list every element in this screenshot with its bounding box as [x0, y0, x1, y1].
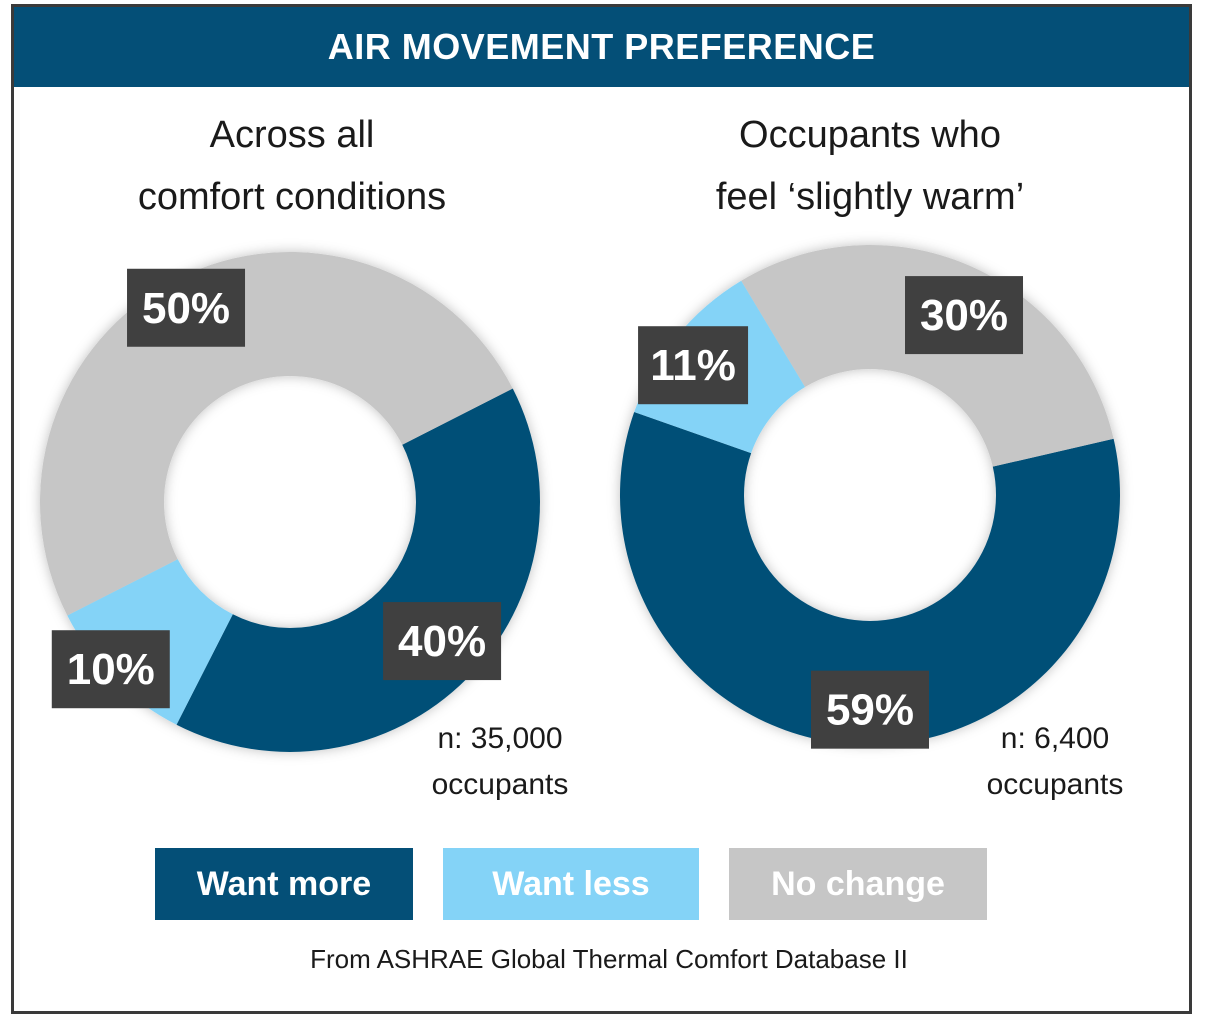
legend-want-less-label: Want less: [492, 864, 650, 903]
donut-1-label-no-change: 50%: [127, 268, 246, 347]
chart-2-sample-size-line-2: occupants: [986, 768, 1124, 801]
donut-2-slice-want-more: [620, 411, 1120, 746]
donut-2-label-want-more: 59%: [810, 670, 929, 749]
page-title: AIR MOVEMENT PREFERENCE: [14, 7, 1189, 87]
donut-2-label-no-change: 30%: [905, 276, 1024, 355]
donut-2-label-box-no-change: [905, 276, 1024, 355]
legend-want-more: Want more: [155, 848, 413, 920]
donut-2-label-text-want-less: 11%: [650, 341, 736, 390]
chart-1-title-line-1: Across all: [209, 114, 375, 156]
donut-2-label-box-want-less: [638, 326, 749, 405]
donut-chart-all-conditions: 40% 10% 50%: [40, 252, 540, 752]
donut-1-label-want-less: 10%: [51, 630, 170, 709]
chart-1-sample-size: n: 35,000 occupants: [400, 716, 600, 808]
chart-1-sample-size-line-1: n: 35,000: [437, 722, 563, 755]
donut-1-label-text-want-more: 40%: [398, 617, 486, 666]
donut-2-label-text-no-change: 30%: [920, 291, 1008, 340]
infographic-frame: AIR MOVEMENT PREFERENCE: [11, 4, 1192, 1014]
donut-1-label-box-no-change: [127, 268, 246, 347]
chart-2-sample-size: n: 6,400 occupants: [955, 716, 1155, 808]
donut-1-label-text-want-less: 10%: [67, 645, 155, 694]
donut-2-label-want-less: 11%: [638, 326, 749, 405]
source-note: From ASHRAE Global Thermal Comfort Datab…: [310, 944, 908, 974]
chart-2-sample-size-line-1: n: 6,400: [1000, 722, 1110, 755]
chart-1-title: Across all comfort conditions: [32, 104, 552, 228]
chart-1-title-line-2: comfort conditions: [137, 176, 447, 218]
legend-want-more-label: Want more: [196, 864, 372, 903]
donut-1-label-box-want-less: [51, 630, 170, 709]
donut-chart-slightly-warm: 59% 11% 30%: [620, 245, 1120, 749]
legend-want-less: Want less: [443, 848, 699, 920]
donut-2-label-box-want-more: [810, 670, 929, 749]
donut-1-label-box-want-more: [383, 602, 502, 681]
donut-1-label-text-no-change: 50%: [142, 284, 230, 333]
donut-1-label-want-more: 40%: [383, 602, 502, 681]
chart-2-title-line-2: feel ‘slightly warm’: [715, 176, 1025, 218]
chart-1-sample-size-line-2: occupants: [431, 768, 569, 801]
legend-no-change: No change: [729, 848, 987, 920]
chart-2-title-line-1: Occupants who: [739, 114, 1001, 156]
chart-2-title: Occupants who feel ‘slightly warm’: [610, 104, 1130, 228]
legend-no-change-label: No change: [771, 864, 945, 903]
donut-1-slice-want-more: [176, 388, 540, 752]
donut-2-label-text-want-more: 59%: [826, 686, 914, 735]
